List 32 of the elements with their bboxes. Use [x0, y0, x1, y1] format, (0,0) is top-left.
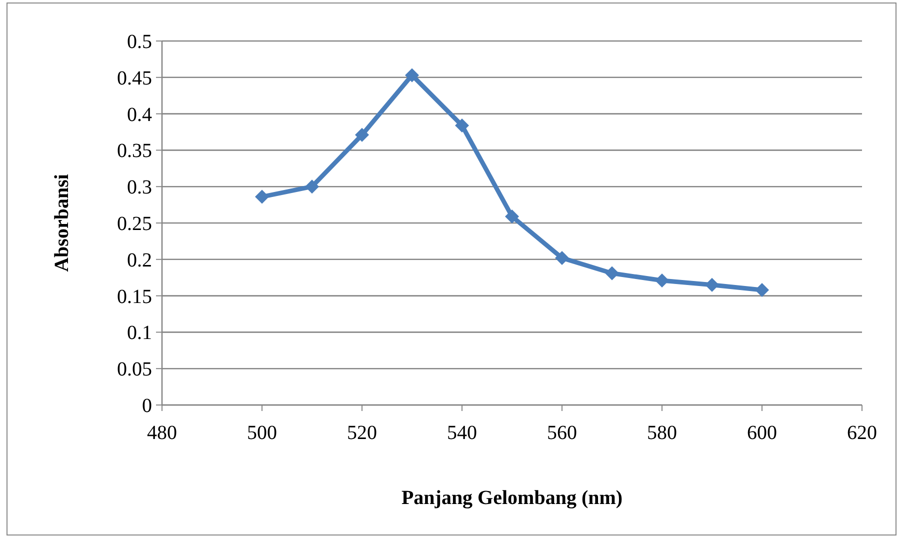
x-tick-label: 580: [647, 422, 677, 444]
x-tick-label: 600: [747, 422, 777, 444]
x-tick-label: 480: [147, 422, 177, 444]
point: [555, 250, 569, 265]
y-tick-label: 0.25: [117, 213, 152, 235]
y-axis-title: Absorbansi: [51, 174, 73, 272]
point: [755, 282, 769, 297]
point: [505, 209, 519, 224]
point: [705, 278, 719, 292]
y-tick-label: 0.05: [117, 358, 152, 381]
y-tick-label: 0.4: [127, 104, 152, 126]
y-tick-label: 0.45: [117, 67, 152, 90]
point: [255, 190, 269, 204]
point: [355, 128, 369, 142]
point: [655, 274, 669, 288]
point: [405, 68, 419, 82]
x-tick-label: 560: [547, 422, 577, 444]
y-tick-label: 0.5: [127, 31, 152, 53]
y-tick-label: 0: [142, 395, 152, 417]
y-tick-label: 0.1: [127, 322, 152, 344]
x-tick-label: 520: [347, 422, 377, 444]
y-tick-label: 0.35: [117, 140, 152, 162]
x-axis-title: Panjang Gelombang (nm): [401, 487, 623, 509]
y-tick-label: 0.3: [127, 176, 152, 199]
x-tick-label: 620: [847, 422, 877, 444]
y-tick-label: 0.2: [127, 249, 152, 272]
point: [455, 118, 469, 132]
x-tick-label: 540: [447, 422, 477, 444]
point: [605, 266, 619, 280]
x-tick-label: 500: [247, 422, 277, 444]
point: [305, 180, 319, 194]
y-tick-label: 0.15: [117, 286, 152, 308]
